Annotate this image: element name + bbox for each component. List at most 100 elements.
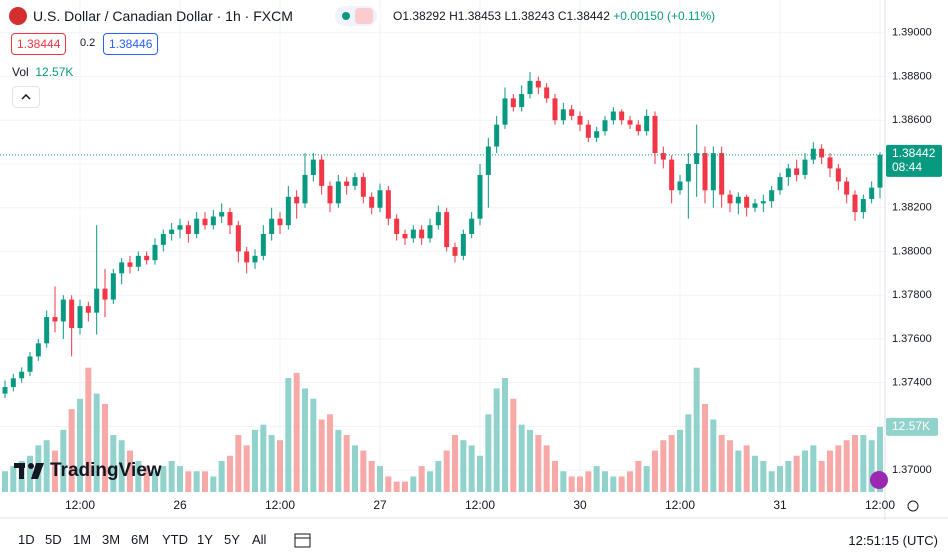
- volume-bar: [527, 429, 533, 492]
- volume-bar: [468, 445, 475, 492]
- candle-body: [210, 216, 216, 226]
- volume-bar: [693, 367, 700, 492]
- y-tick-label: 1.38800: [892, 70, 932, 82]
- volume-bar: [27, 455, 33, 492]
- date-range-icon[interactable]: [292, 530, 314, 552]
- period-button[interactable]: All: [252, 532, 267, 547]
- candle-body: [494, 124, 500, 147]
- candle-body: [135, 255, 141, 267]
- market-status[interactable]: [335, 6, 377, 26]
- candle-body: [669, 159, 675, 191]
- volume-bar: [118, 440, 125, 492]
- x-tick-label: 12:00: [465, 498, 495, 512]
- candle-body: [285, 196, 291, 226]
- volume-bar: [110, 435, 117, 492]
- candle-body: [27, 356, 33, 372]
- collapse-button[interactable]: [12, 86, 40, 108]
- candle-body: [552, 98, 558, 121]
- volume-bar: [210, 476, 217, 492]
- period-button[interactable]: 6M: [131, 532, 150, 547]
- candle-body: [310, 159, 316, 175]
- candle-body: [694, 153, 700, 164]
- candle-body: [219, 212, 225, 217]
- y-tick-label: 1.37000: [892, 464, 932, 476]
- candle-body: [352, 177, 358, 186]
- volume-bar: [418, 466, 425, 492]
- candle-body: [152, 244, 158, 261]
- candle-body: [619, 111, 625, 121]
- period-button[interactable]: 3M: [102, 532, 121, 547]
- volume-bar: [85, 367, 92, 492]
- candle-body: [610, 111, 616, 121]
- candle-body: [602, 120, 608, 132]
- volume-bar: [52, 450, 58, 492]
- volume-bar: [2, 471, 8, 492]
- candle-body: [85, 306, 91, 313]
- volume-bar: [185, 471, 192, 492]
- period-button[interactable]: YTD: [162, 532, 188, 547]
- volume-bar: [802, 450, 808, 492]
- candle-body: [302, 174, 308, 204]
- volume-bar: [160, 466, 167, 492]
- spread: 0.2: [80, 37, 96, 49]
- y-tick-label: 1.38200: [892, 202, 932, 214]
- ohlc-low: L1.38243: [504, 9, 555, 23]
- candle-body: [627, 120, 633, 125]
- grid: [0, 0, 885, 492]
- candle-body: [69, 299, 75, 328]
- candle-body: [860, 198, 866, 213]
- clock: 12:51:15 (UTC): [848, 533, 938, 548]
- candle-body: [560, 109, 566, 121]
- volume-bar: [302, 388, 308, 492]
- candle-body: [410, 229, 416, 239]
- last-price-label: 1.38442: [892, 146, 936, 160]
- period-button[interactable]: 1Y: [197, 532, 213, 547]
- candle-body: [194, 218, 200, 234]
- period-button[interactable]: 5Y: [224, 532, 240, 547]
- volume-bar: [60, 429, 67, 492]
- volume-bar: [135, 460, 142, 492]
- volume-bar: [635, 460, 642, 492]
- x-tick-label: 26: [173, 498, 187, 512]
- x-tick-label: 12:00: [865, 498, 895, 512]
- volume-bar: [818, 460, 825, 492]
- period-button[interactable]: 5D: [45, 532, 62, 547]
- candle-body: [469, 218, 475, 234]
- candle-body: [260, 233, 266, 256]
- chart: 1.370001.372001.374001.376001.378001.380…: [0, 0, 948, 520]
- logo-text: TradingView: [50, 460, 162, 481]
- volume-bar: [77, 398, 83, 492]
- ohlc-high: H1.38453: [449, 9, 502, 23]
- candle-body: [344, 181, 350, 186]
- buy-button[interactable]: 1.38446: [103, 33, 159, 55]
- delay-icon: [355, 8, 373, 24]
- candle-body: [702, 153, 708, 191]
- candle-body: [385, 190, 391, 219]
- alert-icon[interactable]: [870, 471, 888, 489]
- volume-bar: [485, 414, 492, 492]
- volume-bar: [352, 445, 358, 492]
- candle-body: [519, 94, 525, 108]
- candle-body: [10, 378, 16, 388]
- period-button[interactable]: 1D: [18, 532, 35, 547]
- sell-button[interactable]: 1.38444: [11, 33, 67, 55]
- y-tick-label: 1.37800: [892, 289, 932, 301]
- candle-body: [685, 164, 691, 182]
- x-tick-label: 12:00: [665, 498, 695, 512]
- candle-body: [394, 218, 400, 234]
- settings-icon[interactable]: [907, 500, 919, 512]
- volume-bar: [518, 424, 525, 492]
- candle-body: [319, 159, 325, 186]
- axes: 1.370001.372001.374001.376001.378001.380…: [65, 27, 942, 512]
- ohlc-open: O1.38292: [393, 9, 446, 23]
- volume-bar: [143, 466, 150, 492]
- candle-body: [585, 124, 591, 138]
- candle-body: [35, 343, 41, 357]
- status-dot: [342, 12, 350, 20]
- volume-bar: [360, 450, 367, 492]
- candle-body: [752, 203, 758, 208]
- volume-bar: [843, 440, 850, 492]
- candle-body: [535, 80, 541, 88]
- period-button[interactable]: 1M: [73, 532, 92, 547]
